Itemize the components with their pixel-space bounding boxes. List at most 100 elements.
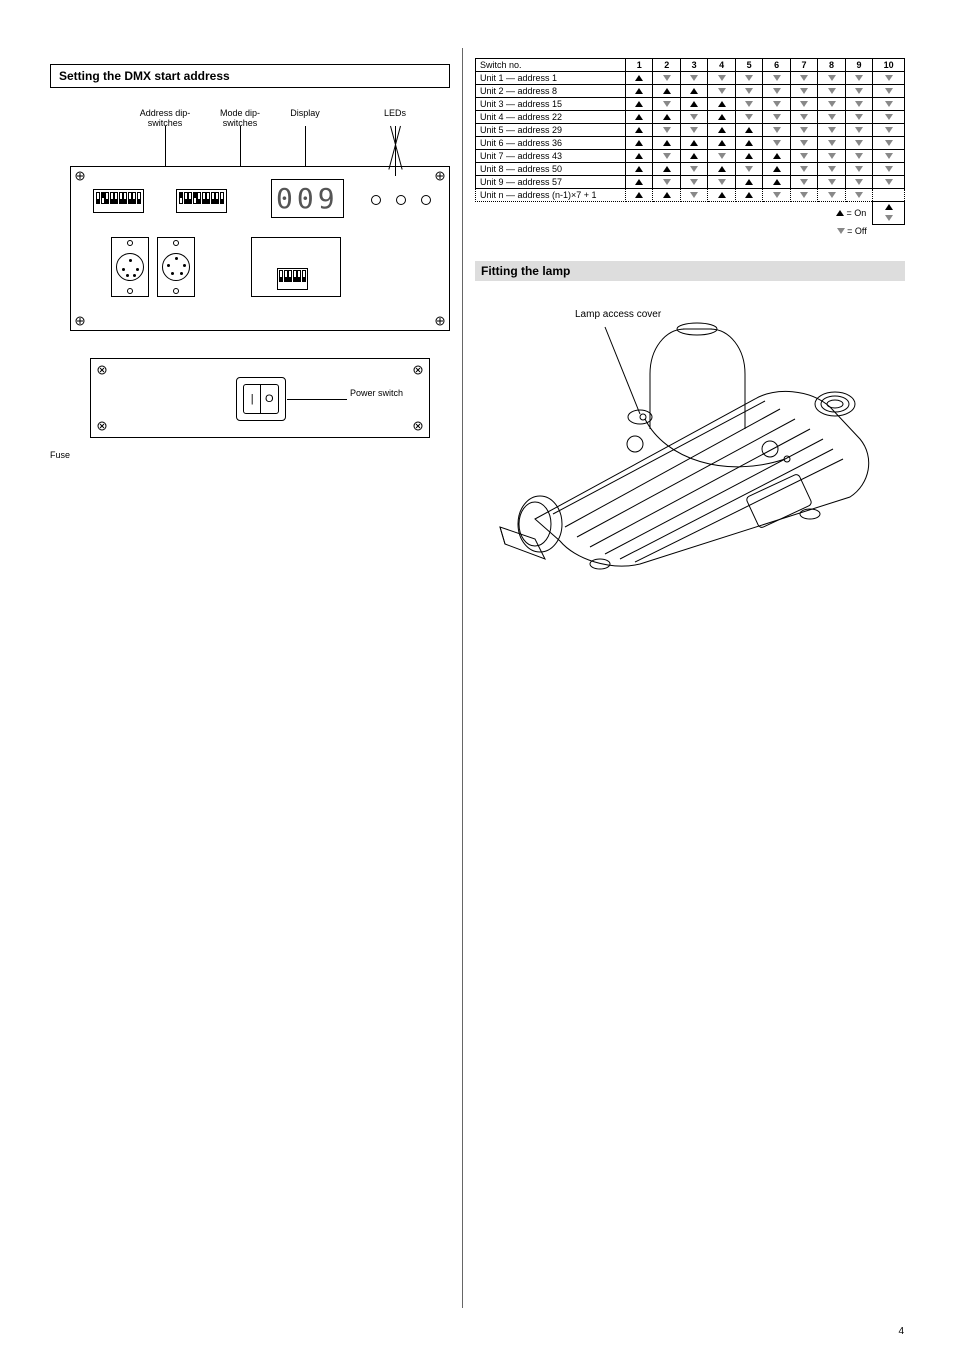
switch-off-icon xyxy=(855,75,863,81)
switch-off-icon xyxy=(718,153,726,159)
switch-off-icon xyxy=(690,166,698,172)
legend-off-cell xyxy=(873,202,905,225)
addr-cell xyxy=(735,72,762,85)
addr-cell xyxy=(626,150,653,163)
xlr-in xyxy=(157,237,195,297)
switch-off-icon xyxy=(663,127,671,133)
addr-col-2: 2 xyxy=(653,59,680,72)
switch-on-icon xyxy=(718,114,726,120)
address-table: Switch no. 1 2 3 4 5 6 7 8 9 10 Unit 1 —… xyxy=(475,58,905,237)
column-divider xyxy=(462,48,463,1308)
switch-off-icon xyxy=(885,179,893,185)
fuse-spec: Fuse xyxy=(50,450,450,460)
switch-off-icon xyxy=(800,101,808,107)
switch-off-icon xyxy=(855,127,863,133)
addr-cell xyxy=(653,124,680,137)
addr-row: Unit 4 — address 22 xyxy=(476,111,905,124)
addr-cell xyxy=(818,189,845,202)
addr-cell xyxy=(790,111,817,124)
switch-on-icon xyxy=(663,192,671,198)
switch-off-icon xyxy=(885,166,893,172)
left-column: Setting the DMX start address Address di… xyxy=(50,50,450,460)
switch-off-icon xyxy=(773,192,781,198)
addr-row-label: Unit 2 — address 8 xyxy=(476,85,626,98)
addr-row-label: Unit 8 — address 50 xyxy=(476,163,626,176)
addr-cell xyxy=(653,85,680,98)
addr-cell xyxy=(873,163,905,176)
addr-cell xyxy=(626,72,653,85)
legend-text: = On xyxy=(626,202,873,225)
switch-off-icon xyxy=(828,179,836,185)
switch-off-icon xyxy=(885,101,893,107)
addr-cell xyxy=(763,111,790,124)
switch-on-icon xyxy=(635,88,643,94)
addr-legend-row: = On xyxy=(476,202,905,225)
switch-on-icon xyxy=(718,166,726,172)
switch-on-icon xyxy=(718,140,726,146)
dip-bank-address xyxy=(176,189,227,213)
addr-row: Unit 1 — address 1 xyxy=(476,72,905,85)
addr-row-label: Unit 7 — address 43 xyxy=(476,150,626,163)
power-switch[interactable]: |O xyxy=(243,384,279,414)
addr-col-1: 1 xyxy=(626,59,653,72)
switch-off-icon xyxy=(828,101,836,107)
addr-col-8: 8 xyxy=(818,59,845,72)
addr-cell xyxy=(626,85,653,98)
switch-off-icon xyxy=(773,114,781,120)
switch-off-icon xyxy=(800,153,808,159)
addr-cell xyxy=(680,124,707,137)
addr-cell xyxy=(818,137,845,150)
switch-off-icon xyxy=(800,192,808,198)
addr-cell xyxy=(845,189,872,202)
addr-cell xyxy=(653,176,680,189)
addr-switch-label: Switch no. xyxy=(476,59,626,72)
switch-off-icon xyxy=(773,101,781,107)
addr-cell xyxy=(708,85,735,98)
status-led-2 xyxy=(396,195,406,205)
addr-cell xyxy=(790,163,817,176)
xlr-out xyxy=(111,237,149,297)
addr-cell xyxy=(653,72,680,85)
addr-cell xyxy=(680,98,707,111)
label-leds: LEDs xyxy=(370,108,420,118)
switch-off-icon xyxy=(663,75,671,81)
switch-off-icon xyxy=(773,88,781,94)
switch-on-icon xyxy=(745,179,753,185)
page-number: 4 xyxy=(898,1326,904,1337)
fuse-label: Fuse xyxy=(50,450,70,460)
addr-cell xyxy=(626,176,653,189)
addr-cell xyxy=(653,98,680,111)
addr-cell xyxy=(873,111,905,124)
switch-off-icon xyxy=(690,75,698,81)
addr-cell xyxy=(653,137,680,150)
switch-off-icon xyxy=(745,101,753,107)
addr-cell xyxy=(680,111,707,124)
addr-row-generic: Unit n — address (n-1)×7 + 1 xyxy=(476,189,905,202)
section-bar-lamp: Fitting the lamp xyxy=(475,261,905,281)
addr-cell xyxy=(735,85,762,98)
addr-cell xyxy=(653,111,680,124)
addr-row-label: Unit 1 — address 1 xyxy=(476,72,626,85)
addr-cell xyxy=(790,72,817,85)
rear-panel-diagram: Address dip-switches Mode dip-switches D… xyxy=(50,108,450,338)
addr-row: Unit 8 — address 50 xyxy=(476,163,905,176)
switch-off-icon xyxy=(855,192,863,198)
addr-cell xyxy=(626,111,653,124)
switch-off-icon xyxy=(773,75,781,81)
addr-cell xyxy=(763,189,790,202)
addr-col-7: 7 xyxy=(790,59,817,72)
switch-on-icon xyxy=(663,166,671,172)
addr-cell xyxy=(708,137,735,150)
fixture-diagram: Lamp access cover xyxy=(475,309,905,569)
addr-cell xyxy=(873,137,905,150)
addr-cell xyxy=(735,137,762,150)
addr-cell xyxy=(763,176,790,189)
addr-cell xyxy=(845,72,872,85)
switch-on-icon xyxy=(745,153,753,159)
addr-cell xyxy=(790,150,817,163)
switch-on-icon xyxy=(635,192,643,198)
addr-cell xyxy=(708,150,735,163)
addr-row-label: Unit 3 — address 15 xyxy=(476,98,626,111)
addr-cell xyxy=(873,85,905,98)
switch-off-icon xyxy=(800,88,808,94)
